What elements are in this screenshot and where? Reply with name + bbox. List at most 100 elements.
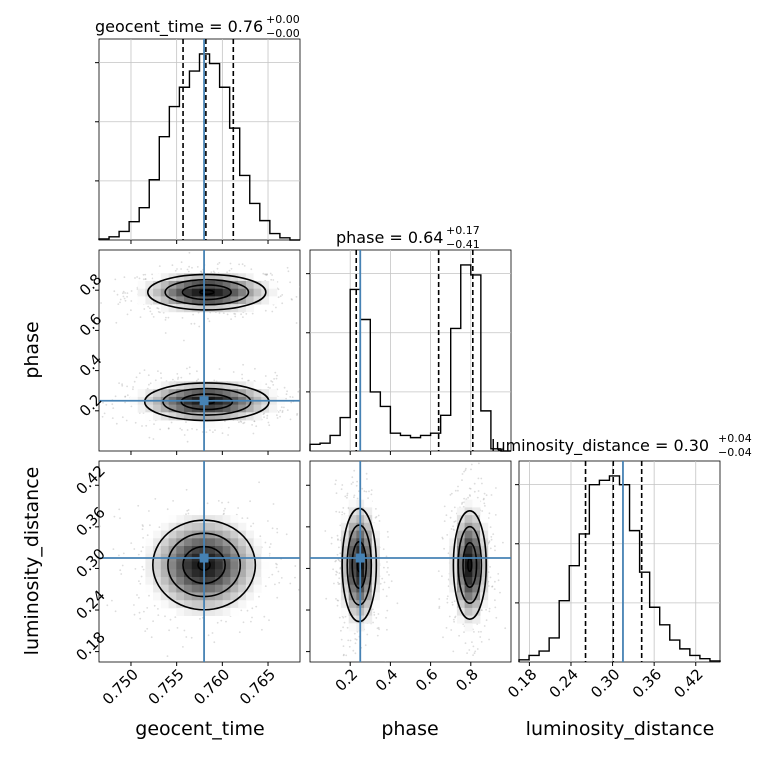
sample-point [461,473,464,475]
density-cell [364,577,373,586]
sample-point [124,401,126,404]
sample-point [100,302,102,304]
sample-point [130,290,133,292]
sample-point [441,575,443,578]
sample-point [453,600,456,603]
sample-point [337,558,340,561]
sample-point [142,525,144,527]
density-cell [269,280,278,289]
sample-point [464,443,466,445]
density-cell [176,280,185,289]
density-cell [269,288,278,297]
sample-point [212,431,214,433]
sample-point [145,424,148,427]
density-cell [238,381,247,390]
sample-point [169,618,172,621]
sample-point [289,582,292,585]
density-cell [340,546,349,555]
density-cell [348,607,357,616]
density-cell [184,584,193,593]
density-cell [145,288,154,297]
sample-point [141,528,144,531]
density-cell [184,412,193,421]
sample-point [187,270,190,273]
sample-point [478,462,480,465]
sample-point [164,319,167,321]
density-cell [176,577,185,586]
sample-point [279,415,281,418]
sample-point [80,396,82,398]
sample-point [143,610,145,613]
density-cell [168,296,177,305]
sample-point [246,517,249,519]
density-cell [472,577,481,586]
sample-point [211,632,214,634]
sample-point [347,639,350,642]
sample-point [133,604,135,606]
density-cell [348,600,357,609]
density-cell [456,561,465,570]
sample-point [464,642,467,645]
sample-point [188,265,191,268]
sample-point [164,332,167,334]
sample-point [453,521,456,523]
sample-point [353,632,356,635]
sample-point [151,313,153,315]
sample-point [158,526,161,529]
sample-point [102,401,104,404]
ytick-label-phase: 0.6 [76,310,106,340]
density-cell [245,561,254,570]
density-cell [364,600,373,609]
sample-point [283,406,285,409]
density-cell [464,584,473,593]
sample-point [185,636,188,638]
density-cell [348,515,357,524]
density-cell [253,381,262,390]
sample-point [482,498,485,501]
sample-point [339,560,341,563]
ylabel-luminosity_distance: luminosity_distance [21,467,43,656]
sample-point [443,547,445,550]
density-cell [176,607,185,616]
density-cell [207,389,216,398]
sample-point [366,633,369,636]
density-cell [153,273,162,282]
sample-point [488,540,491,542]
sample-point [114,395,117,398]
sample-point [337,583,340,585]
sample-point [489,576,492,579]
sample-point [114,610,117,613]
sample-point [485,608,487,611]
sample-point [457,489,459,492]
sample-point [138,580,140,582]
density-cell [245,296,254,305]
sample-point [385,616,387,619]
sample-point [295,296,298,298]
contour-mode0-level0 [341,507,378,623]
ytick-label-phase: 0.2 [76,391,106,421]
density-cell [364,615,373,624]
sample-point [353,469,356,472]
sample-point [151,277,154,280]
density-cell [364,546,373,555]
sample-point [290,401,293,404]
density-cell [153,296,162,305]
density-cell [480,600,489,609]
density-cell [472,615,481,624]
sample-point [245,313,248,315]
sample-point [269,272,272,275]
sample-point [181,317,184,319]
sample-point [484,505,486,507]
density-cell [348,584,357,593]
density-cell [269,296,278,305]
density-cell [230,592,239,601]
panel-hist-luminosity_distance: luminosity_distance = 0.30 +0.04 −0.04 [491,432,752,663]
density-cell [215,607,224,616]
sample-point [141,565,144,568]
density-cell [472,522,481,531]
density-cell [215,296,224,305]
sample-point [249,500,252,503]
sample-point [254,367,256,370]
sample-point [195,428,198,431]
